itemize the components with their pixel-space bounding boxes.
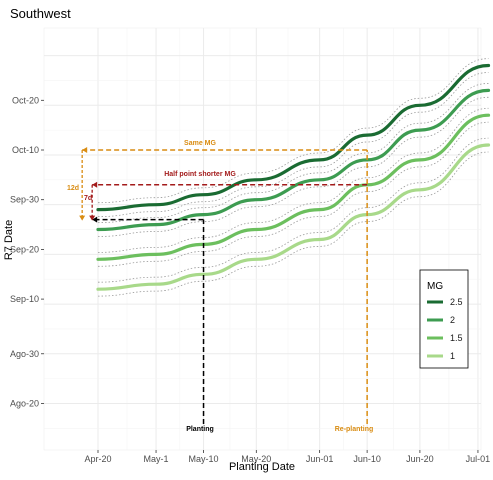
annotation-planting: Planting — [186, 426, 214, 433]
y-tick-label: Sep-20 — [10, 244, 39, 254]
legend: MG 2.5 2 1.5 1 — [419, 269, 469, 369]
span-7d-arrowhead — [89, 215, 96, 221]
y-tick-label: Ago-20 — [10, 398, 39, 408]
series-confidence-line — [97, 72, 489, 217]
y-tick-label: Oct-20 — [12, 95, 39, 105]
annotation-12d: 12d — [67, 185, 79, 192]
annotation-same-mg: Same MG — [184, 140, 216, 147]
series-line-mg-2 — [96, 88, 491, 232]
y-tick-label: Sep-30 — [10, 195, 39, 205]
series-line-mg-1 — [96, 143, 491, 291]
y-tick-label: Oct-10 — [12, 145, 39, 155]
chart-title: Southwest — [10, 6, 71, 21]
series-lines — [96, 63, 491, 291]
annotation-lines — [79, 147, 368, 424]
x-tick-label: Jun-01 — [306, 454, 334, 464]
span-12d-arrowhead — [79, 215, 86, 221]
confidence-lines — [97, 58, 489, 297]
x-tick-label: May-10 — [189, 454, 219, 464]
legend-label-2-5: 2.5 — [450, 297, 463, 307]
axis-ticks: Apr-20 May-1 May-10 May-20 Jun-01 Jun-10 Jun-2… — [10, 95, 490, 464]
annotation-re-planting: Re-planting — [335, 426, 374, 433]
legend-title: MG — [427, 281, 443, 292]
x-axis-title: Planting Date — [229, 461, 295, 473]
y-tick-label: Ago-30 — [10, 349, 39, 359]
series-confidence-line — [97, 83, 489, 223]
y-axis-title: R7 Date — [3, 220, 15, 260]
series-line-mg-1-5 — [96, 113, 491, 261]
series-line-mg-2-5 — [96, 63, 491, 212]
annotation-half-point-shorter-mg: Half point shorter MG — [164, 171, 236, 178]
y-tick-label: Sep-10 — [10, 294, 39, 304]
x-tick-label: May-20 — [241, 454, 271, 464]
series-confidence-line — [97, 96, 489, 237]
x-tick-label: May-1 — [144, 454, 169, 464]
x-tick-label: Jul-01 — [466, 454, 491, 464]
series-confidence-line — [97, 58, 489, 204]
legend-label-1-5: 1.5 — [450, 333, 463, 343]
x-tick-label: Apr-20 — [84, 454, 111, 464]
x-tick-label: Jun-20 — [406, 454, 434, 464]
plot-panel — [43, 27, 482, 451]
planting-arrowhead — [92, 216, 98, 223]
annotation-7d: 7d — [84, 195, 92, 202]
x-tick-label: Jun-10 — [353, 454, 381, 464]
legend-label-2: 2 — [450, 315, 455, 325]
same-mg-arrowhead — [82, 147, 88, 153]
legend-label-1: 1 — [450, 351, 455, 361]
half-point-arrowhead — [92, 181, 98, 188]
